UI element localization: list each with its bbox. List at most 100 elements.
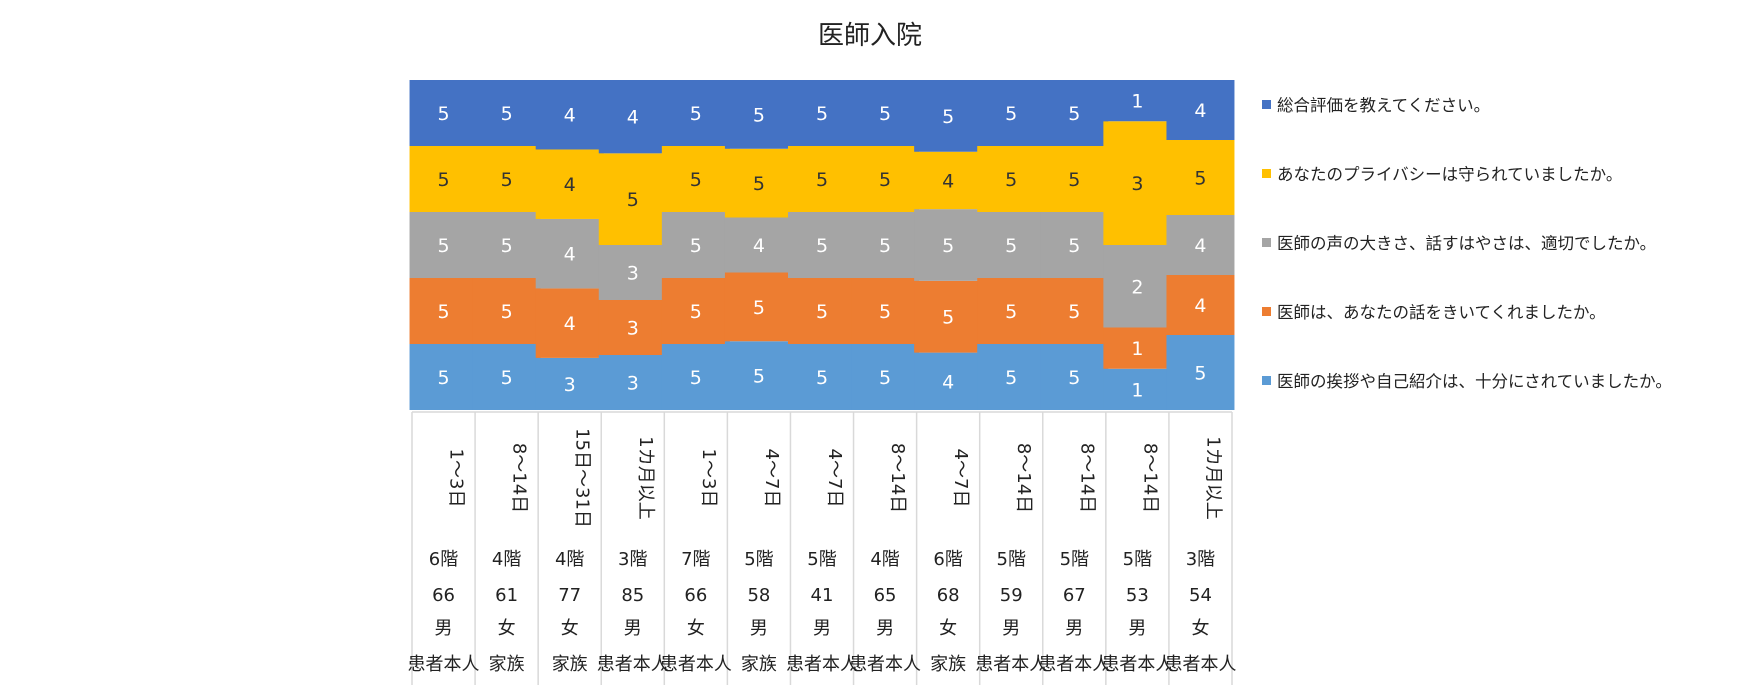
- legend-swatch: [1262, 99, 1271, 109]
- bar-segment: [724, 148, 793, 218]
- bar-segment: [1103, 327, 1172, 369]
- tick-label-floor: 5階: [744, 549, 773, 570]
- bar-value-label: 4: [1194, 235, 1206, 257]
- bar-value-label: 5: [1005, 301, 1017, 323]
- legend-label: あなたのプライバシーは守られていましたか。: [1277, 165, 1623, 184]
- bar-value-label: 5: [816, 103, 828, 125]
- tick-label-stay: 15日～31日: [572, 428, 593, 528]
- bar-value-label: 4: [564, 244, 576, 266]
- tick-label-floor: 5階: [807, 549, 836, 570]
- bar-value-label: 5: [437, 103, 449, 125]
- bar-value-label: 5: [879, 301, 891, 323]
- bar-value-label: 3: [564, 374, 576, 396]
- tick-label-floor: 5階: [997, 549, 1026, 570]
- tick-label-stay: 8～14日: [1076, 443, 1097, 513]
- bar-segment: [788, 278, 856, 344]
- tick-label-respondent: 患者本人: [1038, 654, 1110, 675]
- tick-label-respondent: 患者本人: [849, 654, 921, 675]
- tick-label-sex: 女: [687, 618, 705, 639]
- bar-segment: [851, 146, 920, 212]
- bar-value-label: 3: [627, 263, 639, 285]
- tick-label-sex: 男: [813, 618, 831, 639]
- legend-swatch: [1262, 375, 1271, 385]
- tick-label-age: 41: [811, 585, 834, 606]
- tick-label-respondent: 家族: [489, 654, 525, 675]
- bar-segment: [1103, 368, 1172, 410]
- bar-value-label: 4: [753, 235, 765, 257]
- bar-value-label: 5: [879, 235, 891, 257]
- tick-label-floor: 6階: [429, 549, 458, 570]
- bar-value-label: 5: [1068, 103, 1080, 125]
- bar-value-label: 5: [690, 301, 702, 323]
- bar-value-label: 1: [1131, 338, 1143, 360]
- bar-segment: [914, 352, 983, 410]
- bar-segment: [535, 218, 604, 289]
- bar-value-label: 5: [501, 169, 513, 191]
- tick-label-stay: 1～3日: [698, 449, 719, 508]
- bar-segment: [977, 212, 1046, 278]
- tick-label-stay: 1～3日: [446, 449, 467, 508]
- tick-label-sex: 男: [1002, 618, 1020, 639]
- bar-value-label: 3: [627, 318, 639, 340]
- tick-label-age: 66: [432, 585, 455, 606]
- bar-value-label: 5: [942, 106, 954, 128]
- bar-segment: [914, 209, 983, 281]
- bar-value-label: 5: [690, 235, 702, 257]
- tick-label-sex: 男: [1128, 618, 1146, 639]
- bar-value-label: 5: [753, 173, 765, 195]
- tick-label-floor: 5階: [1123, 549, 1152, 570]
- bar-segment: [535, 357, 604, 410]
- chart-title: 医師入院: [818, 21, 922, 51]
- bar-segment: [1103, 245, 1172, 328]
- legend-item: 医師は、あなたの話をきいてくれましたか。: [1262, 299, 1606, 323]
- bar-segment: [472, 212, 541, 278]
- bar-value-label: 5: [816, 235, 828, 257]
- bar-segment: [1166, 335, 1235, 410]
- bar-segment: [598, 153, 667, 245]
- bar-value-label: 5: [942, 307, 954, 329]
- legend-swatch: [1262, 168, 1271, 178]
- bar-segment: [598, 300, 667, 355]
- bar-segment: [598, 355, 667, 410]
- bar-segment: [409, 212, 478, 278]
- bar-segment: [1166, 80, 1235, 140]
- tick-label-stay: 1カ月以上: [1202, 436, 1223, 519]
- bar-value-label: 5: [690, 367, 702, 389]
- bar-segment: [851, 212, 920, 278]
- tick-label-stay: 8～14日: [887, 443, 908, 513]
- bar-segment: [851, 80, 920, 146]
- bar-segment: [724, 341, 793, 410]
- bar-value-label: 5: [942, 235, 954, 257]
- bar-value-label: 3: [627, 373, 639, 395]
- bar-value-label: 5: [501, 103, 513, 125]
- bar-segment: [724, 217, 793, 273]
- bar-segment: [409, 344, 478, 410]
- tick-label-age: 54: [1189, 585, 1212, 606]
- tick-label-stay: 8～14日: [509, 443, 530, 513]
- legend-item: 医師の挨拶や自己紹介は、十分にされていましたか。: [1262, 368, 1672, 392]
- tick-label-floor: 4階: [555, 549, 584, 570]
- bar-value-label: 4: [564, 174, 576, 196]
- bar-value-label: 5: [1068, 235, 1080, 257]
- tick-label-sex: 男: [876, 618, 894, 639]
- legend-item: 医師の声の大きさ、話すはやさは、適切でしたか。: [1262, 230, 1656, 254]
- tick-label-stay: 4～7日: [950, 449, 971, 508]
- tick-label-age: 58: [747, 585, 770, 606]
- tick-label-age: 67: [1063, 585, 1086, 606]
- bar-value-label: 5: [1194, 168, 1206, 190]
- bar-value-label: 5: [501, 301, 513, 323]
- legend-label: 医師の挨拶や自己紹介は、十分にされていましたか。: [1277, 372, 1672, 391]
- tick-label-sex: 男: [435, 618, 453, 639]
- tick-label-age: 59: [1000, 585, 1023, 606]
- bar-segment: [598, 80, 667, 154]
- tick-label-age: 77: [558, 585, 581, 606]
- bar-segment: [788, 146, 856, 212]
- bar-value-label: 5: [1005, 103, 1017, 125]
- tick-label-respondent: 家族: [930, 654, 966, 675]
- bar-value-label: 4: [564, 105, 576, 127]
- tick-label-respondent: 患者本人: [1101, 654, 1173, 675]
- legend-label: 総合評価を教えてください。: [1277, 96, 1491, 115]
- bar-value-label: 5: [627, 189, 639, 211]
